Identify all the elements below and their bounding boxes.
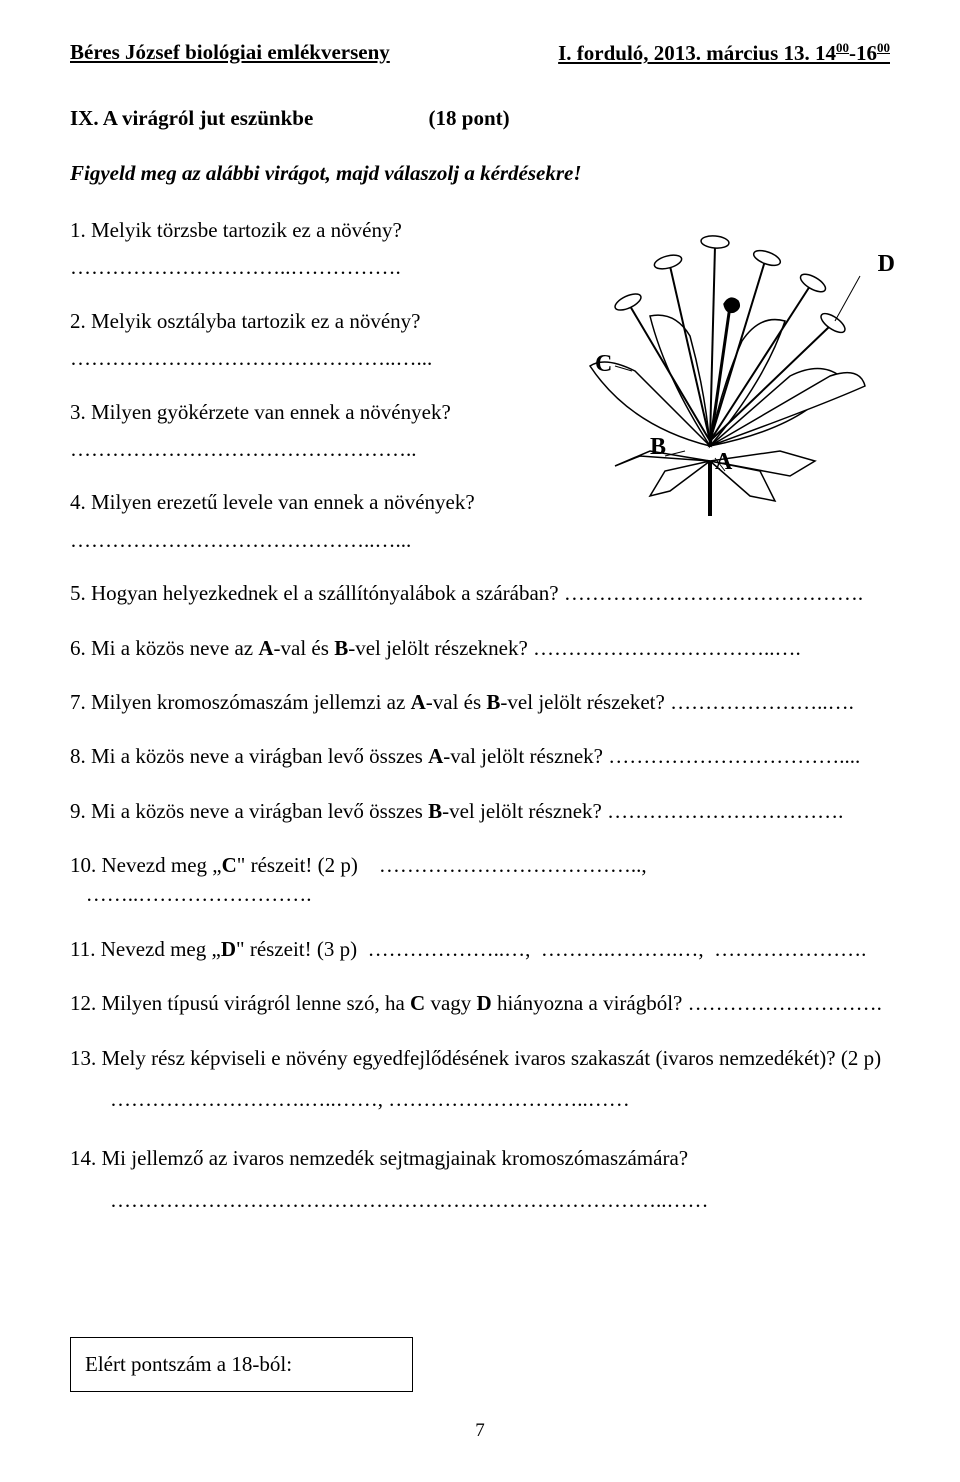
- flower-svg: [520, 196, 900, 516]
- question-14: 14. Mi jellemző az ivaros nemzedék sejtm…: [70, 1144, 890, 1215]
- question-13: 13. Mely rész képviseli e növény egyedfe…: [70, 1044, 890, 1115]
- question-8: 8. Mi a közös neve a virágban levő össze…: [70, 742, 890, 771]
- flower-diagram: A B C D: [520, 196, 900, 516]
- section-title: IX. A virágról jut eszünkbe (18 pont): [70, 106, 890, 131]
- question-10: 10. Nevezd meg „C" részeit! (2 p) …………………: [70, 851, 890, 910]
- content-area: A B C D 1. Melyik törzsbe tartozik ez a …: [70, 216, 890, 1215]
- diagram-label-d: D: [878, 251, 895, 278]
- question-5: 5. Hogyan helyezkednek el a szállítónyal…: [70, 579, 890, 608]
- diagram-label-a: A: [715, 449, 732, 476]
- question-12: 12. Milyen típusú virágról lenne szó, ha…: [70, 989, 890, 1018]
- page-number: 7: [475, 1420, 485, 1442]
- question-6: 6. Mi a közös neve az A-val és B-vel jel…: [70, 634, 890, 663]
- score-box: Elért pontszám a 18-ból:: [70, 1337, 413, 1392]
- instruction-text: Figyeld meg az alábbi virágot, majd vála…: [70, 161, 890, 186]
- page-header: Béres József biológiai emlékverseny I. f…: [70, 40, 890, 66]
- diagram-label-b: B: [650, 434, 666, 461]
- header-left: Béres József biológiai emlékverseny: [70, 40, 390, 66]
- question-9: 9. Mi a közös neve a virágban levő össze…: [70, 797, 890, 826]
- question-11: 11. Nevezd meg „D" részeit! (3 p) …………………: [70, 935, 890, 964]
- diagram-label-c: C: [595, 351, 612, 378]
- header-right: I. forduló, 2013. március 13. 1400-1600: [558, 40, 890, 66]
- question-7: 7. Milyen kromoszómaszám jellemzi az A-v…: [70, 688, 890, 717]
